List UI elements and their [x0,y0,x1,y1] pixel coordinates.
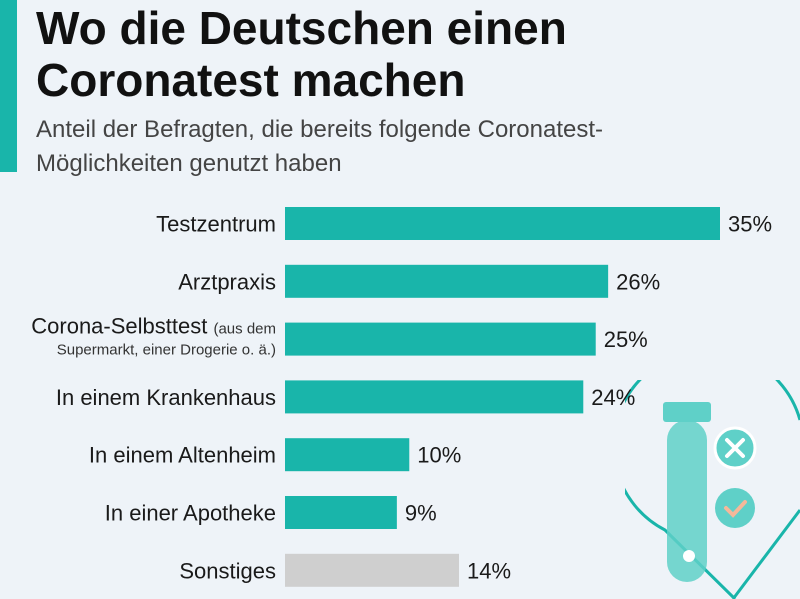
title-accent-bar [0,0,17,172]
category-note-2: Supermarkt, einer Drogerie o. ä.) [57,342,276,359]
category-label-3: In einem Krankenhaus [56,385,276,410]
chart-title: Wo die Deutschen einen Coronatest machen [36,2,567,106]
chart-subtitle: Anteil der Befragten, die bereits folgen… [36,116,604,177]
bar-2 [285,322,596,356]
bar-1 [285,264,609,298]
bar-0 [285,207,720,240]
value-label-2: 25% [604,327,648,352]
value-label-5: 9% [405,501,437,526]
value-label-0: 35% [728,212,772,237]
category-label-1: Arztpraxis [178,269,276,294]
category-label-6: Sonstiges [179,558,276,583]
bar-4 [285,438,410,472]
bar-3 [285,380,584,414]
category-label-2: Corona-Selbsttest (aus dem [31,314,276,339]
test-tube-icon [625,380,800,599]
value-label-1: 26% [616,269,660,294]
bar-6 [285,553,459,587]
value-label-4: 10% [417,443,461,468]
category-label-0: Testzentrum [156,212,276,237]
bar-5 [285,496,397,529]
value-label-6: 14% [467,558,511,583]
category-label-5: In einer Apotheke [105,501,276,526]
category-label-4: In einem Altenheim [89,443,276,468]
value-label-3: 24% [591,385,635,410]
